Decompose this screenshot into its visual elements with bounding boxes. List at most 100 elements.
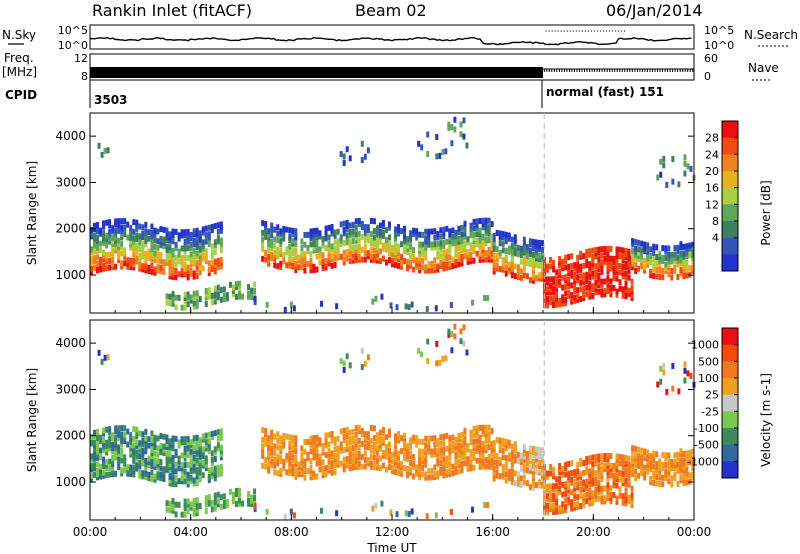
power-cell xyxy=(433,241,437,248)
velocity-cell xyxy=(484,437,488,444)
velocity-cell xyxy=(415,435,419,442)
power-cell xyxy=(436,234,440,241)
velocity-cell xyxy=(643,448,647,455)
velocity-cell xyxy=(213,446,217,453)
velocity-cell xyxy=(591,461,595,468)
power-cell xyxy=(403,248,407,255)
velocity-cell xyxy=(102,459,106,466)
velocity-cell xyxy=(540,460,544,467)
velocity-cell xyxy=(609,491,613,498)
velocity-cell xyxy=(472,454,476,461)
velocity-cell xyxy=(138,440,142,447)
power-cell xyxy=(288,262,292,269)
velocity-cell xyxy=(282,439,286,446)
velocity-cell xyxy=(561,468,565,475)
velocity-cell xyxy=(552,483,556,490)
power-cell xyxy=(594,269,598,276)
power-cell xyxy=(207,293,211,300)
velocity-cell xyxy=(555,482,559,489)
velocity-cell xyxy=(691,474,695,481)
velocity-cell xyxy=(309,471,313,478)
velocity-cell xyxy=(516,480,520,487)
velocity-cell xyxy=(534,452,538,459)
power-cell xyxy=(664,248,668,255)
x-tick-label: 16:00 xyxy=(475,525,510,539)
power-cell xyxy=(168,253,172,260)
power-cell xyxy=(409,236,413,243)
velocity-cell xyxy=(460,441,464,448)
cpid-first: 3503 xyxy=(94,93,127,107)
power-cell xyxy=(168,263,172,270)
power-cell xyxy=(462,117,466,124)
power-cell xyxy=(201,226,205,233)
velocity-cell xyxy=(546,486,550,493)
velocity-cell xyxy=(445,455,449,462)
power-cell xyxy=(216,264,220,271)
power-cell xyxy=(168,293,172,300)
power-cell xyxy=(369,217,373,224)
power-cell xyxy=(606,275,610,282)
velocity-cell xyxy=(621,470,625,477)
velocity-cell xyxy=(162,443,166,450)
power-cell xyxy=(384,246,388,253)
velocity-cell xyxy=(624,497,628,504)
power-cell xyxy=(397,256,401,263)
velocity-cell xyxy=(460,464,464,471)
velocity-cell xyxy=(478,437,482,444)
power-cell xyxy=(294,228,298,235)
velocity-cell xyxy=(582,460,586,467)
power-cell xyxy=(424,267,428,274)
velocity-cell xyxy=(171,454,175,461)
velocity-cell xyxy=(615,466,619,473)
velocity-cell xyxy=(588,468,592,475)
power-cell xyxy=(537,259,541,266)
power-cell xyxy=(279,228,283,235)
colorbar-tick-label: -500 xyxy=(694,439,719,452)
power-cell xyxy=(507,261,511,268)
velocity-cell xyxy=(445,445,449,452)
velocity-cell xyxy=(454,453,458,460)
velocity-cell xyxy=(609,472,613,479)
velocity-cell xyxy=(270,429,274,436)
power-cell xyxy=(162,265,166,272)
velocity-cell xyxy=(525,457,529,464)
velocity-cell xyxy=(303,438,307,445)
power-cell xyxy=(123,250,127,257)
y-tick-label: 3000 xyxy=(55,382,86,396)
velocity-cell xyxy=(276,437,280,444)
power-cell xyxy=(381,223,385,230)
power-cell xyxy=(573,278,577,285)
velocity-cell xyxy=(192,435,196,442)
velocity-cell xyxy=(594,479,598,486)
velocity-cell xyxy=(210,469,214,476)
power-cell xyxy=(144,221,148,228)
velocity-cell xyxy=(135,465,139,472)
power-cell xyxy=(309,267,313,274)
velocity-cell xyxy=(501,447,505,454)
velocity-cell xyxy=(372,425,376,432)
power-cell xyxy=(658,260,662,267)
power-cell xyxy=(643,267,647,274)
power-cell xyxy=(564,277,568,284)
velocity-cell xyxy=(492,439,496,446)
power-cell xyxy=(564,254,568,261)
velocity-cell xyxy=(279,458,283,465)
velocity-cell xyxy=(459,328,463,335)
velocity-cell xyxy=(216,501,220,508)
velocity-cell xyxy=(537,446,541,453)
power-cell xyxy=(576,274,580,281)
power-cell xyxy=(165,250,169,257)
velocity-cell xyxy=(150,446,154,453)
velocity-cell xyxy=(662,362,666,369)
power-cell xyxy=(588,290,592,297)
velocity-cell xyxy=(510,472,514,479)
power-cell xyxy=(294,254,298,261)
power-cell xyxy=(198,233,202,240)
velocity-cell xyxy=(270,452,274,459)
velocity-cell xyxy=(403,439,407,446)
velocity-cell xyxy=(576,500,580,507)
velocity-cell xyxy=(204,465,208,472)
power-cell xyxy=(652,246,656,253)
power-cell xyxy=(600,252,604,259)
velocity-cell xyxy=(448,467,452,474)
